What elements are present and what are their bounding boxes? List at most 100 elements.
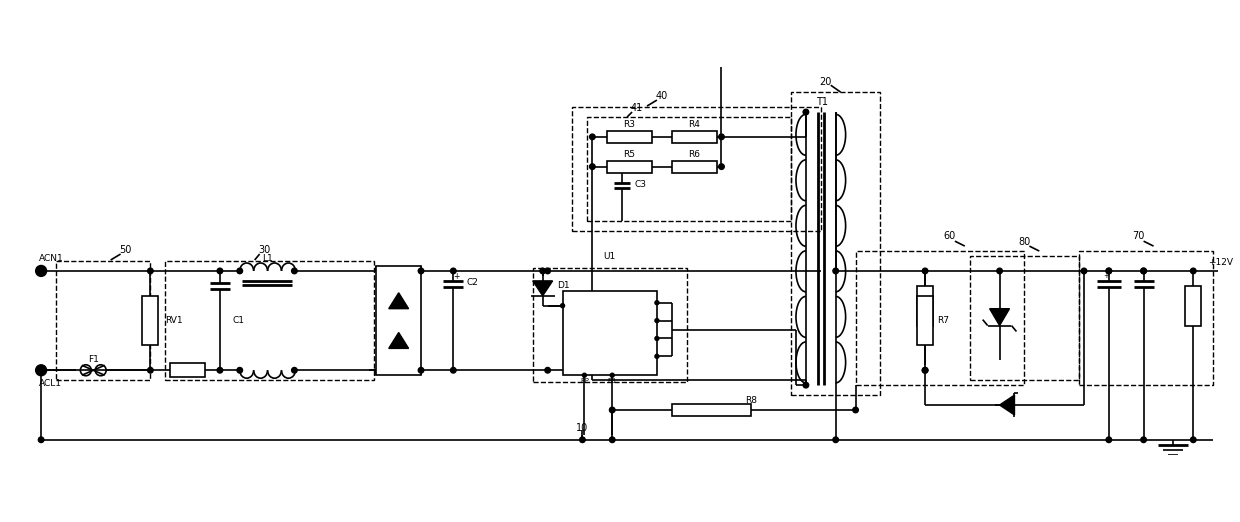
Text: R4: R4 [688, 121, 701, 129]
Bar [970, 256, 1079, 380]
Text: ACN1: ACN1 [40, 254, 64, 263]
Circle shape [833, 437, 838, 443]
Text: S: S [650, 316, 653, 325]
Bar [918, 286, 932, 326]
Circle shape [583, 373, 587, 377]
Polygon shape [533, 281, 553, 296]
Circle shape [560, 304, 564, 307]
Circle shape [1106, 268, 1111, 274]
Circle shape [38, 437, 43, 443]
Text: 20: 20 [820, 77, 832, 87]
Text: 41: 41 [631, 103, 644, 113]
Circle shape [217, 268, 223, 274]
Bar [918, 296, 932, 346]
Circle shape [291, 268, 298, 274]
Circle shape [609, 407, 615, 413]
Text: C2: C2 [466, 278, 479, 287]
Text: D: D [567, 301, 573, 310]
Bar [672, 131, 717, 143]
Circle shape [609, 437, 615, 443]
Text: C1: C1 [233, 316, 244, 325]
Circle shape [237, 367, 243, 373]
Bar [170, 363, 205, 377]
Text: F1: F1 [88, 355, 99, 364]
Circle shape [804, 383, 808, 388]
Circle shape [923, 367, 928, 373]
Text: U1: U1 [603, 252, 615, 260]
Text: DB1: DB1 [393, 316, 410, 325]
Polygon shape [389, 333, 409, 348]
Text: S: S [650, 298, 653, 307]
Circle shape [655, 354, 658, 358]
Text: +: + [1102, 273, 1109, 279]
Circle shape [589, 134, 595, 139]
Bar [672, 404, 751, 416]
Text: R3: R3 [624, 121, 636, 129]
Text: L1: L1 [262, 254, 273, 263]
Circle shape [655, 301, 658, 305]
Bar [791, 92, 880, 395]
Text: R6: R6 [688, 150, 701, 159]
Circle shape [36, 365, 47, 376]
Circle shape [1190, 437, 1197, 443]
Bar [608, 131, 652, 143]
Text: 50: 50 [119, 245, 131, 255]
Text: 70: 70 [1132, 231, 1145, 241]
Circle shape [237, 268, 243, 274]
Text: 60: 60 [944, 231, 956, 241]
Bar [56, 261, 150, 380]
Circle shape [148, 268, 154, 274]
Circle shape [1141, 437, 1146, 443]
Text: +12V: +12V [1208, 258, 1233, 267]
Circle shape [610, 373, 614, 377]
Circle shape [1081, 268, 1086, 274]
Circle shape [450, 268, 456, 274]
Polygon shape [389, 293, 409, 309]
Circle shape [833, 268, 838, 274]
Circle shape [589, 164, 595, 170]
Text: 40: 40 [656, 91, 668, 101]
Text: BP: BP [580, 378, 589, 384]
Circle shape [1190, 268, 1197, 274]
Circle shape [544, 367, 551, 373]
Text: IC: IC [593, 321, 604, 331]
Polygon shape [999, 395, 1014, 415]
Circle shape [1141, 268, 1146, 274]
Text: S: S [650, 334, 653, 343]
Circle shape [719, 134, 724, 139]
Circle shape [997, 268, 1002, 274]
Circle shape [1141, 268, 1146, 274]
Circle shape [655, 337, 658, 340]
Circle shape [923, 268, 928, 274]
Bar [672, 161, 717, 173]
Circle shape [36, 266, 47, 276]
Bar [608, 161, 652, 173]
Circle shape [217, 367, 223, 373]
Circle shape [544, 268, 551, 274]
Bar [563, 291, 657, 375]
Circle shape [853, 407, 858, 413]
Bar [1079, 251, 1213, 385]
Text: ACL1: ACL1 [40, 378, 62, 388]
Bar [573, 107, 821, 231]
Bar [376, 266, 422, 375]
Polygon shape [990, 309, 1009, 326]
Text: 80: 80 [1018, 237, 1030, 247]
Circle shape [804, 109, 808, 115]
Bar [856, 251, 1024, 385]
Text: C3: C3 [634, 180, 646, 189]
Circle shape [1106, 437, 1111, 443]
Bar [533, 268, 687, 382]
Bar [165, 261, 373, 380]
Circle shape [418, 367, 424, 373]
Text: T1: T1 [816, 97, 828, 107]
Circle shape [418, 268, 424, 274]
Circle shape [579, 437, 585, 443]
Circle shape [719, 164, 724, 170]
Text: 30: 30 [258, 245, 270, 255]
Text: +: + [453, 272, 460, 281]
Text: R5: R5 [624, 150, 636, 159]
Circle shape [923, 367, 928, 373]
Circle shape [539, 268, 546, 274]
Text: R8: R8 [745, 396, 758, 405]
